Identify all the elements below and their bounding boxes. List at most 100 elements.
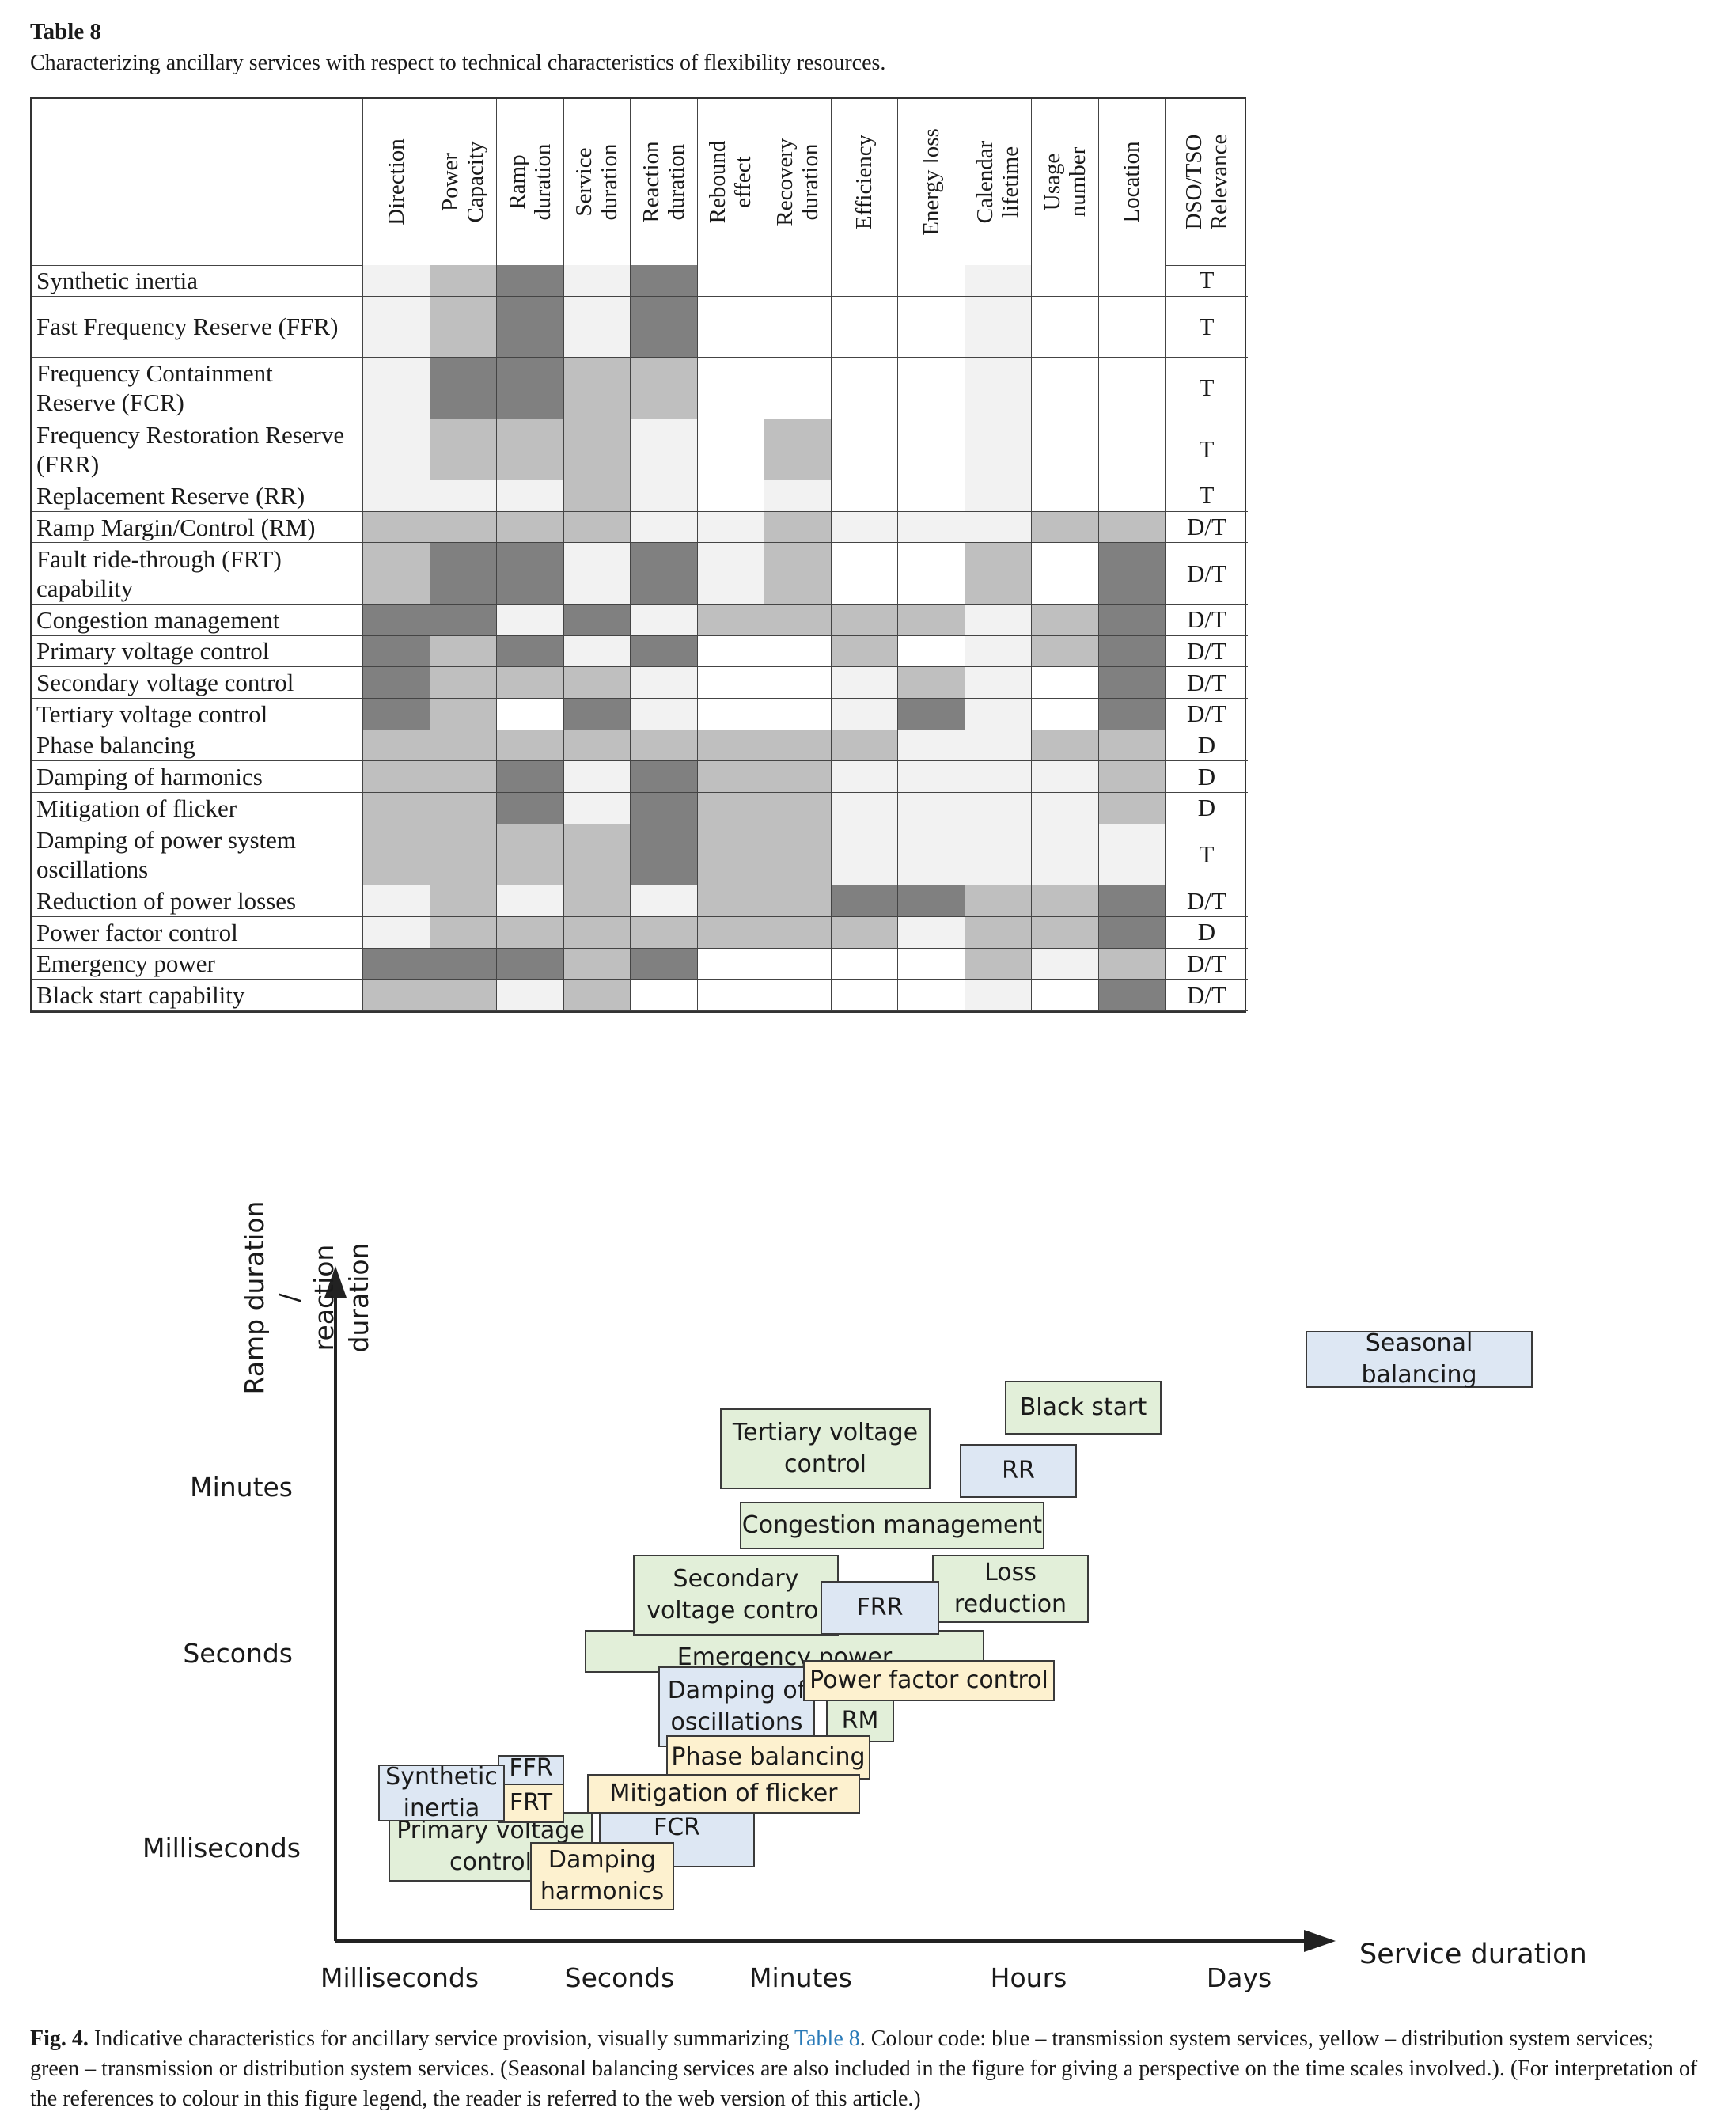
relevance-cell: D/T — [1166, 605, 1248, 636]
shade-cell — [764, 761, 832, 794]
frr-box: FRR — [821, 1581, 939, 1635]
shade-cell — [898, 793, 965, 824]
shade-cell — [631, 698, 698, 730]
relevance-cell: D/T — [1166, 699, 1248, 730]
shade-cell — [898, 698, 965, 730]
shade-cell — [430, 730, 497, 762]
shade-cell — [1098, 980, 1166, 1011]
shade-cell — [363, 265, 430, 297]
shade-cell — [363, 824, 430, 886]
shade-cell — [965, 543, 1032, 605]
table-subtitle: Characterizing ancillary services with r… — [30, 51, 886, 75]
shade-cell — [1032, 296, 1099, 358]
shade-cell — [1098, 543, 1166, 605]
column-header-label: Power Capacity — [438, 141, 489, 223]
shade-cell — [1032, 635, 1099, 668]
shade-cell — [430, 543, 497, 605]
axes — [324, 1266, 1336, 1952]
row-label: Reduction of power losses — [32, 885, 363, 917]
row-label: Emergency power — [32, 948, 363, 980]
relevance-cell: D — [1166, 761, 1248, 794]
shade-cell — [497, 793, 564, 824]
shade-cell — [363, 419, 430, 480]
phase-balancing-label: Phase balancing — [671, 1743, 866, 1771]
shade-cell — [1032, 761, 1099, 794]
shade-cell — [1098, 730, 1166, 762]
shade-cell — [697, 511, 764, 544]
mitigation-flicker-box: Mitigation of flicker — [587, 1774, 860, 1814]
shade-cell — [898, 948, 965, 980]
shade-cell — [965, 793, 1032, 824]
shade-cell — [697, 916, 764, 949]
shade-cell — [1032, 543, 1099, 605]
shade-cell — [965, 265, 1032, 297]
shade-cell — [363, 480, 430, 512]
shade-cell — [563, 916, 631, 949]
secondary-voltage-label: Secondary voltage control — [646, 1565, 825, 1624]
caption-table-link[interactable]: Table 8 — [794, 2026, 860, 2051]
shade-cell — [764, 948, 832, 980]
header-corner — [32, 99, 363, 265]
row-label: Frequency Restoration Reserve (FRR) — [32, 419, 363, 480]
shade-cell — [497, 698, 564, 730]
column-header: Calendar lifetime — [965, 99, 1032, 265]
column-header-label: Ramp duration — [504, 143, 555, 221]
shade-cell — [965, 419, 1032, 480]
relevance-cell: D — [1166, 730, 1248, 762]
column-header: Energy loss — [898, 99, 965, 265]
column-header-label: Location — [1119, 141, 1145, 223]
shade-cell — [898, 604, 965, 636]
row-label: Damping of power system oscillations — [32, 824, 363, 886]
shade-cell — [430, 480, 497, 512]
shade-cell — [631, 667, 698, 699]
relevance-cell: D — [1166, 917, 1248, 949]
shade-cell — [497, 511, 564, 544]
shade-cell — [563, 730, 631, 762]
shade-cell — [697, 296, 764, 358]
column-header-label: Calendar lifetime — [972, 140, 1024, 224]
row-label: Ramp Margin/Control (RM) — [32, 511, 363, 544]
shade-cell — [631, 793, 698, 824]
shade-cell — [563, 265, 631, 297]
shade-cell — [898, 511, 965, 544]
shade-cell — [363, 543, 430, 605]
shade-cell — [764, 296, 832, 358]
shade-cell — [497, 543, 564, 605]
shade-cell — [631, 604, 698, 636]
shade-cell — [697, 761, 764, 794]
relevance-cell: D/T — [1166, 543, 1248, 605]
shade-cell — [831, 419, 898, 480]
damping-oscillations-box: Damping of oscillations — [658, 1666, 815, 1747]
relevance-cell: D/T — [1166, 980, 1248, 1011]
shade-cell — [965, 730, 1032, 762]
shade-cell — [497, 824, 564, 886]
shade-cell — [831, 296, 898, 358]
x-tick-days: Days — [1206, 1962, 1272, 1993]
shade-cell — [563, 358, 631, 419]
damping-oscillations-label: Damping of oscillations — [667, 1677, 806, 1736]
shade-cell — [1098, 885, 1166, 917]
x-tick-hours: Hours — [990, 1962, 1067, 1993]
row-label: Power factor control — [32, 916, 363, 949]
shade-cell — [363, 916, 430, 949]
shade-cell — [697, 604, 764, 636]
shade-cell — [1098, 419, 1166, 480]
shade-cell — [497, 419, 564, 480]
shade-cell — [1032, 948, 1099, 980]
row-label: Black start capability — [32, 980, 363, 1011]
shade-cell — [563, 698, 631, 730]
shade-cell — [697, 730, 764, 762]
shade-cell — [697, 698, 764, 730]
synthetic-inertia-label: Synthetic inertia — [385, 1763, 498, 1822]
shade-cell — [831, 885, 898, 917]
shade-cell — [1098, 667, 1166, 699]
shade-cell — [563, 793, 631, 824]
shade-cell — [764, 419, 832, 480]
shade-cell — [363, 793, 430, 824]
frr-label: FRR — [856, 1594, 904, 1621]
shade-cell — [631, 635, 698, 668]
shade-cell — [430, 511, 497, 544]
shade-cell — [563, 635, 631, 668]
x-tick-minutes: Minutes — [749, 1962, 852, 1993]
shade-cell — [697, 885, 764, 917]
